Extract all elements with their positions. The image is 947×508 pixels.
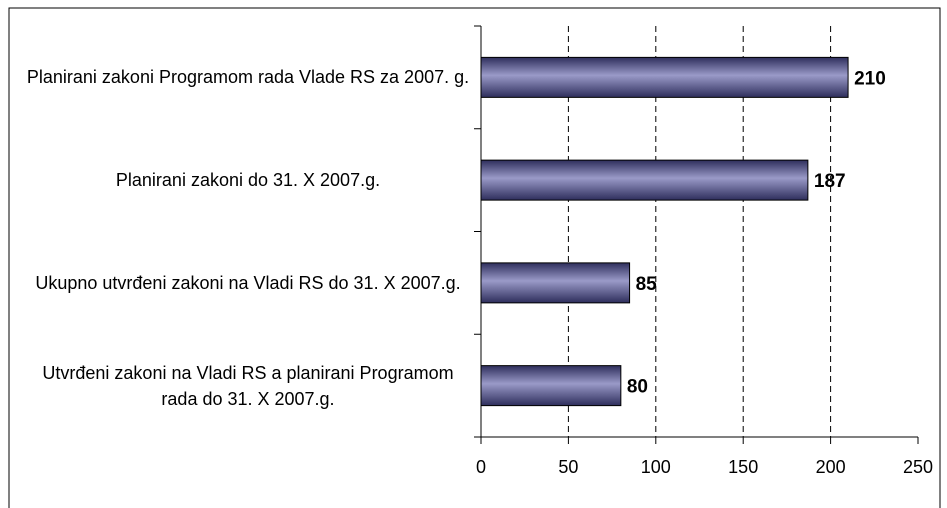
bar [480,262,631,304]
y-tick-label: Ukupno utvrđeni zakoni na Vladi RS do 31… [35,272,461,293]
y-tick-label: Planirani zakoni Programom rada Vlade RS… [26,67,470,88]
bar [480,56,849,98]
bar [480,365,622,407]
value-label: 210 [854,68,886,89]
chart-border [8,7,941,508]
x-tick-label: 200 [816,457,846,477]
y-tick-label: Utvrđeni zakoni na Vladi RS a planirani … [42,362,454,409]
x-tick-label: 150 [728,457,758,477]
y-tick-label: Planirani zakoni do 31. X 2007.g. [115,170,381,191]
x-tick-label: 250 [903,457,933,477]
x-tick-label: 100 [641,457,671,477]
x-tick-label: 0 [476,457,486,477]
value-label: 85 [636,274,658,295]
x-tick-label: 50 [558,457,578,477]
value-label: 80 [627,377,648,398]
value-label: 187 [814,171,846,192]
bar [480,159,809,201]
